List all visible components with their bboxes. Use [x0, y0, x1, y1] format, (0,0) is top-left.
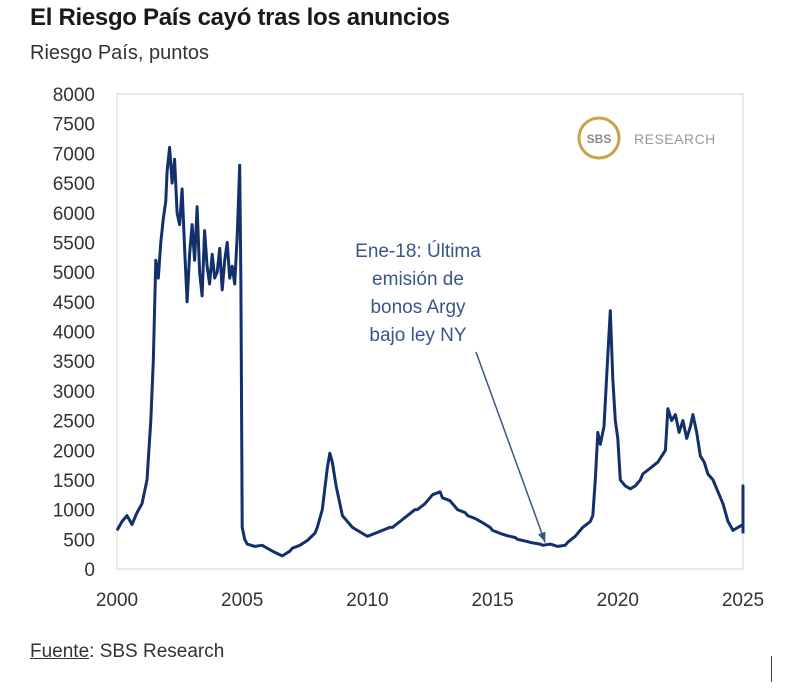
line-chart: SBS RESEARCH 0 500 1000 1500 2000 2500 3000 350… — [53, 85, 764, 611]
source-label: Fuente — [30, 641, 90, 662]
source-note: Fuente: SBS Research — [30, 641, 224, 663]
y-tick-label: 3500 — [53, 352, 95, 373]
x-tick-label: 2000 — [96, 590, 138, 611]
y-tick-label: 8000 — [53, 85, 95, 106]
logo-badge-icon — [577, 116, 621, 160]
y-tick-label: 5000 — [53, 263, 95, 284]
x-axis: 2000 2005 2010 2015 2020 2025 — [96, 590, 764, 611]
x-tick-label: 2015 — [471, 590, 513, 611]
y-tick-label: 5500 — [53, 233, 95, 254]
plot-frame — [116, 93, 744, 570]
y-tick-label: 500 — [63, 530, 95, 551]
y-tick-label: 7000 — [53, 144, 95, 165]
y-tick-label: 1500 — [53, 471, 95, 492]
y-tick-label: 0 — [84, 560, 95, 581]
text-cursor — [771, 656, 772, 682]
source-separator: : — [89, 641, 95, 662]
y-tick-label: 6000 — [53, 204, 95, 225]
annotation-text-line: emisión de — [372, 269, 464, 290]
logo-text: RESEARCH — [634, 131, 716, 147]
annotation-text-line: bajo ley NY — [369, 325, 466, 346]
series-line — [115, 145, 745, 558]
y-tick-label: 3000 — [53, 382, 95, 403]
logo-badge-text: SBS — [587, 132, 612, 146]
y-tick-label: 1000 — [53, 501, 95, 522]
x-tick-label: 2010 — [346, 590, 388, 611]
annotation: Ene-18: Última emisión de bonos Argy bajo l… — [355, 240, 546, 543]
x-tick-label: 2025 — [722, 590, 764, 611]
sbs-research-logo: SBS RESEARCH — [577, 116, 716, 160]
y-axis: 0 500 1000 1500 2000 2500 3000 3500 4000 4500 5000… — [53, 85, 95, 581]
annotation-arrowhead-icon — [538, 531, 546, 543]
y-tick-label: 6500 — [53, 174, 95, 195]
y-tick-label: 4500 — [53, 293, 95, 314]
chart-title: El Riesgo País cayó tras los anuncios — [30, 4, 450, 31]
series-layer — [115, 145, 745, 558]
annotation-text-line: bonos Argy — [370, 297, 466, 318]
y-tick-label: 2500 — [53, 412, 95, 433]
annotation-arrow — [475, 351, 546, 543]
y-tick-label: 7500 — [53, 115, 95, 136]
y-tick-label: 4000 — [53, 323, 95, 344]
y-tick-label: 2000 — [53, 441, 95, 462]
x-tick-label: 2020 — [597, 590, 639, 611]
x-tick-label: 2005 — [221, 590, 263, 611]
source-text: SBS Research — [94, 641, 225, 662]
annotation-text-line: Ene-18: Última — [355, 240, 481, 262]
chart-subtitle: Riesgo País, puntos — [30, 42, 209, 64]
